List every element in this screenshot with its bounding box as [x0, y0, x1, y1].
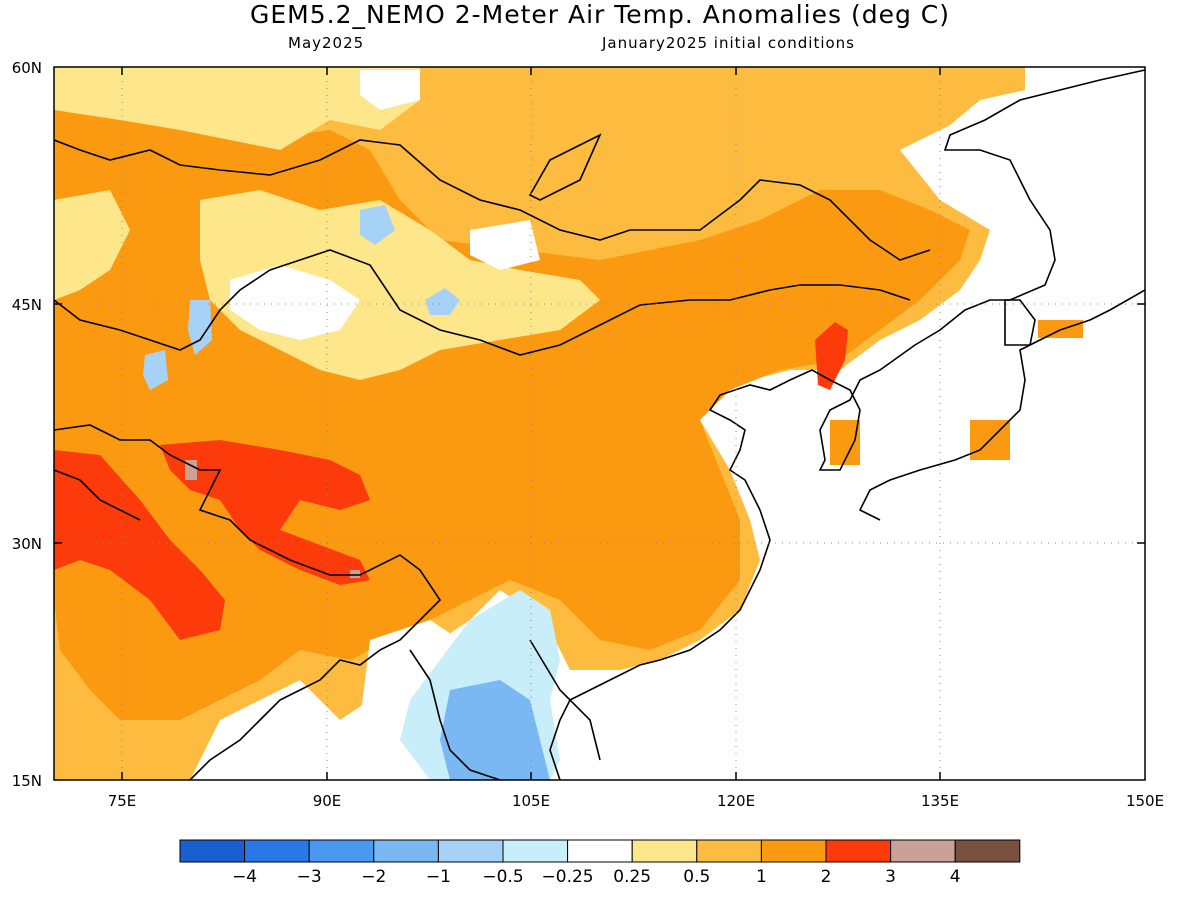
forecast-month: May2025 [288, 34, 365, 52]
legend-swatch [437, 839, 504, 863]
neutral-central [470, 220, 540, 270]
legend-label: −3 [297, 867, 322, 887]
legend-swatch [244, 839, 310, 863]
legend-label: 4 [950, 867, 961, 887]
anomaly-3to4-patch-1 [185, 460, 197, 480]
neutral-south [360, 620, 460, 760]
legend-label: 0.25 [613, 867, 651, 887]
legend-label: −2 [361, 867, 386, 887]
neutral-north [360, 70, 420, 110]
legend-swatch [696, 839, 762, 863]
hot-anomaly-tibet [160, 440, 370, 585]
cool-anomaly-small-3 [188, 300, 212, 355]
map-frame [53, 66, 1146, 781]
cool-anomaly-small-4 [143, 350, 168, 390]
x-tick-label: 90E [313, 792, 342, 810]
y-tick-label: 15N [12, 772, 42, 790]
anomaly-field [54, 67, 1145, 780]
neutral-mongolia [230, 265, 360, 340]
legend-label: −4 [232, 867, 257, 887]
y-tick-label: 60N [12, 59, 42, 77]
anomaly-0.5-north [54, 67, 420, 150]
legend-label: 1 [756, 867, 767, 887]
legend-label: −0.5 [482, 867, 523, 887]
y-tick-label: 30N [12, 535, 42, 553]
map-title: GEM5.2_NEMO 2-Meter Air Temp. Anomalies … [250, 0, 950, 29]
legend-label: 3 [885, 867, 896, 887]
x-tick-label: 150E [1126, 792, 1164, 810]
legend-label: 0.5 [683, 867, 710, 887]
anomaly-0.5-west [54, 190, 130, 300]
x-tick-label: 120E [717, 792, 755, 810]
y-tick-label: 45N [12, 296, 42, 314]
cool-anomaly-small-1 [425, 288, 460, 315]
legend-swatch [825, 839, 892, 863]
anomaly-3to4-patch-2 [350, 570, 360, 578]
legend-swatch [373, 839, 439, 863]
tick-marks [54, 67, 1145, 780]
legend-swatch [760, 839, 827, 863]
cool-anomaly-small-2 [360, 205, 395, 245]
legend-swatch [890, 839, 956, 863]
legend-label: 2 [821, 867, 832, 887]
legend-swatch [567, 839, 633, 863]
hot-anomaly-korea [815, 322, 848, 390]
initial-conditions: January2025 initial conditions [602, 34, 855, 52]
legend-label: −1 [426, 867, 451, 887]
coastlines [54, 69, 1145, 780]
x-tick-label: 75E [108, 792, 137, 810]
legend-swatch [502, 839, 569, 863]
legend-swatch [308, 839, 375, 863]
legend-swatch [179, 839, 246, 863]
legend-swatch [954, 839, 1021, 863]
x-tick-label: 135E [921, 792, 959, 810]
legend-label: −0.25 [542, 867, 594, 887]
anomaly-korea-south [830, 420, 860, 465]
x-tick-label: 105E [512, 792, 550, 810]
cool-anomaly-indochina-core [440, 680, 550, 780]
legend-swatch [631, 839, 698, 863]
